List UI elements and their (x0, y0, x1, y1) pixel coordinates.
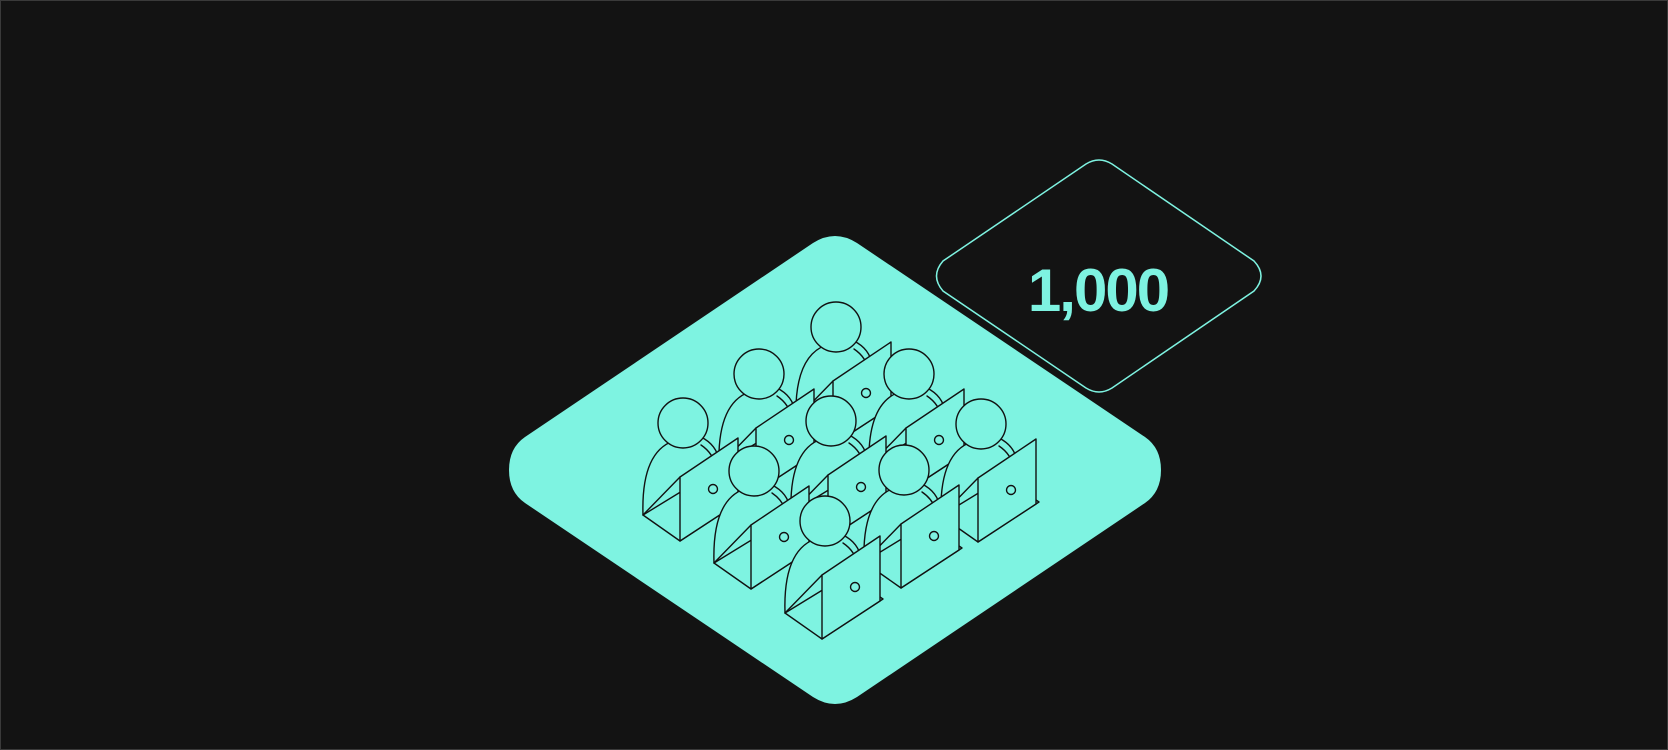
person-at-laptop-icon (713, 445, 813, 590)
person-at-laptop-icon (784, 495, 884, 640)
count-value: 1,000 (1028, 257, 1168, 324)
people-group (642, 301, 1040, 640)
person-at-laptop-icon (863, 444, 963, 589)
person-at-laptop-icon (940, 398, 1040, 543)
person-at-laptop-icon (642, 397, 742, 542)
diamond-badge-outline (935, 159, 1262, 393)
